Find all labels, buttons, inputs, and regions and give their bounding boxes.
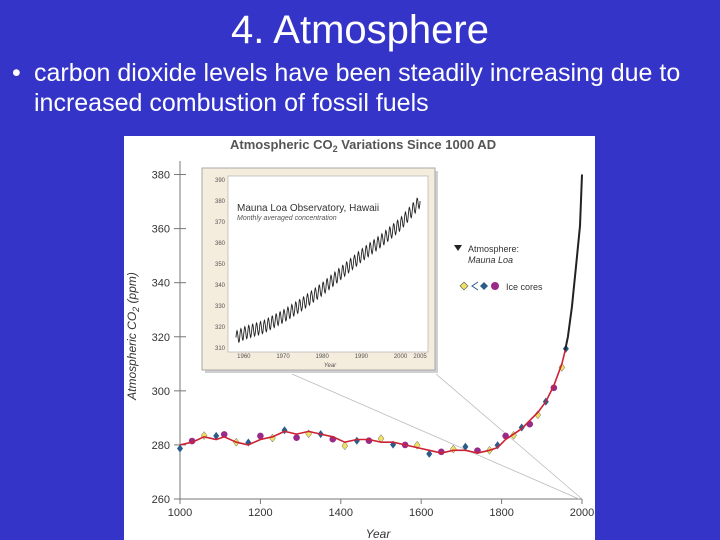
- x-tick-label-1: 1200: [248, 507, 272, 519]
- ice-point-circle-purple-10: [293, 434, 300, 442]
- legend-triangle-marker: [454, 245, 462, 251]
- ice-point-circle-purple-22: [438, 448, 445, 456]
- inset-y-tick-label-1: 320: [215, 325, 226, 331]
- inset-chart: 310 320 330 340 350 360 370 380 390 1960 1970 1980…: [201, 167, 438, 373]
- legend: Atmosphere: Mauna Loa Ice cores: [454, 244, 543, 292]
- ice-point-diamond-yellow-14: [341, 441, 349, 451]
- inset-monthly-line: [235, 197, 421, 344]
- inset-x-label: Year: [324, 363, 337, 369]
- inset-y-tick-label-2: 330: [215, 304, 226, 310]
- legend-mauna-loa-label: Mauna Loa: [468, 255, 513, 265]
- slide-title: 4. Atmosphere: [231, 8, 489, 52]
- inset-y-tick-label-3: 340: [215, 283, 226, 289]
- inset-x-tick-label-3: 1990: [355, 354, 369, 360]
- inset-y-ticks: 310 320 330 340 350 360 370 380 390: [215, 178, 226, 352]
- x-ticks: 1000 1200 1400 1600 1800 2000: [168, 499, 594, 519]
- y-tick-label-3: 320: [152, 332, 170, 344]
- x-tick-label-3: 1600: [409, 507, 433, 519]
- x-axis-label: Year: [366, 527, 392, 540]
- inset-y-tick-label-4: 350: [215, 262, 226, 268]
- co2-chart: Atmospheric CO2 Variations Since 1000 AD…: [124, 136, 595, 540]
- legend-diamond-yellow: [459, 281, 469, 291]
- bullet-text: carbon dioxide levels have been steadily…: [34, 59, 681, 117]
- y-tick-label-0: 260: [152, 494, 170, 506]
- x-tick-label-5: 2000: [570, 507, 594, 519]
- legend-diamond-blue: [480, 282, 488, 290]
- chart-title: Atmospheric CO2 Variations Since 1000 AD: [230, 137, 496, 154]
- y-tick-label-2: 300: [152, 386, 170, 398]
- ice-point-diamond-blue-21: [426, 449, 433, 458]
- co2-chart-svg: Atmospheric CO2 Variations Since 1000 AD…: [125, 137, 594, 540]
- mauna-loa-main-line: [564, 174, 583, 351]
- inset-subtitle: Monthly averaged concentration: [237, 215, 337, 222]
- inset-x-tick-label-5: 2005: [413, 354, 427, 360]
- legend-circle-purple: [491, 282, 499, 290]
- ice-point-diamond-blue-24: [462, 442, 469, 451]
- bullet-marker: •: [12, 59, 21, 87]
- inset-title: Mauna Loa Observatory, Hawaii: [237, 203, 379, 214]
- inset-y-tick-label-7: 380: [215, 199, 226, 205]
- inset-y-tick-label-6: 370: [215, 220, 226, 226]
- x-tick-label-0: 1000: [168, 507, 192, 519]
- inset-x-tick-label-1: 1970: [276, 354, 290, 360]
- x-tick-label-4: 1800: [489, 507, 513, 519]
- legend-atmosphere-label: Atmosphere:: [468, 244, 519, 254]
- inset-y-tick-label-5: 360: [215, 241, 226, 247]
- inset-x-tick-label-2: 1980: [315, 354, 329, 360]
- ice-point-circle-purple-4: [220, 431, 228, 438]
- inset-x-tick-label-0: 1960: [237, 354, 251, 360]
- y-ticks: 260 280 300 320 340 360 380: [152, 170, 186, 506]
- inset-plot-area: [227, 175, 429, 353]
- inset-connector-left: [291, 373, 580, 500]
- ice-point-circle-purple-7: [257, 432, 264, 440]
- x-tick-label-2: 1400: [329, 507, 353, 519]
- ice-point-diamond-yellow-23: [450, 444, 457, 454]
- legend-ice-cores-label: Ice cores: [506, 282, 543, 292]
- y-tick-label-1: 280: [152, 440, 170, 452]
- inset-x-tick-label-4: 2000: [394, 354, 408, 360]
- y-tick-label-4: 340: [152, 278, 170, 290]
- y-tick-label-5: 360: [152, 224, 170, 236]
- inset-y-tick-label-8: 390: [215, 178, 226, 184]
- inset-x-ticks: 1960 1970 1980 1990 2000 2005: [237, 354, 427, 360]
- ice-point-diamond-blue-3: [213, 431, 220, 440]
- ice-core-smoothed-line: [179, 347, 567, 454]
- y-axis-label: Atmospheric CO2 (ppm): [125, 272, 141, 401]
- inset-y-tick-label-0: 310: [215, 346, 226, 352]
- ice-point-diamond-blue-0: [177, 444, 183, 453]
- y-tick-label-6: 380: [152, 170, 170, 182]
- legend-caret-marker: [471, 281, 479, 291]
